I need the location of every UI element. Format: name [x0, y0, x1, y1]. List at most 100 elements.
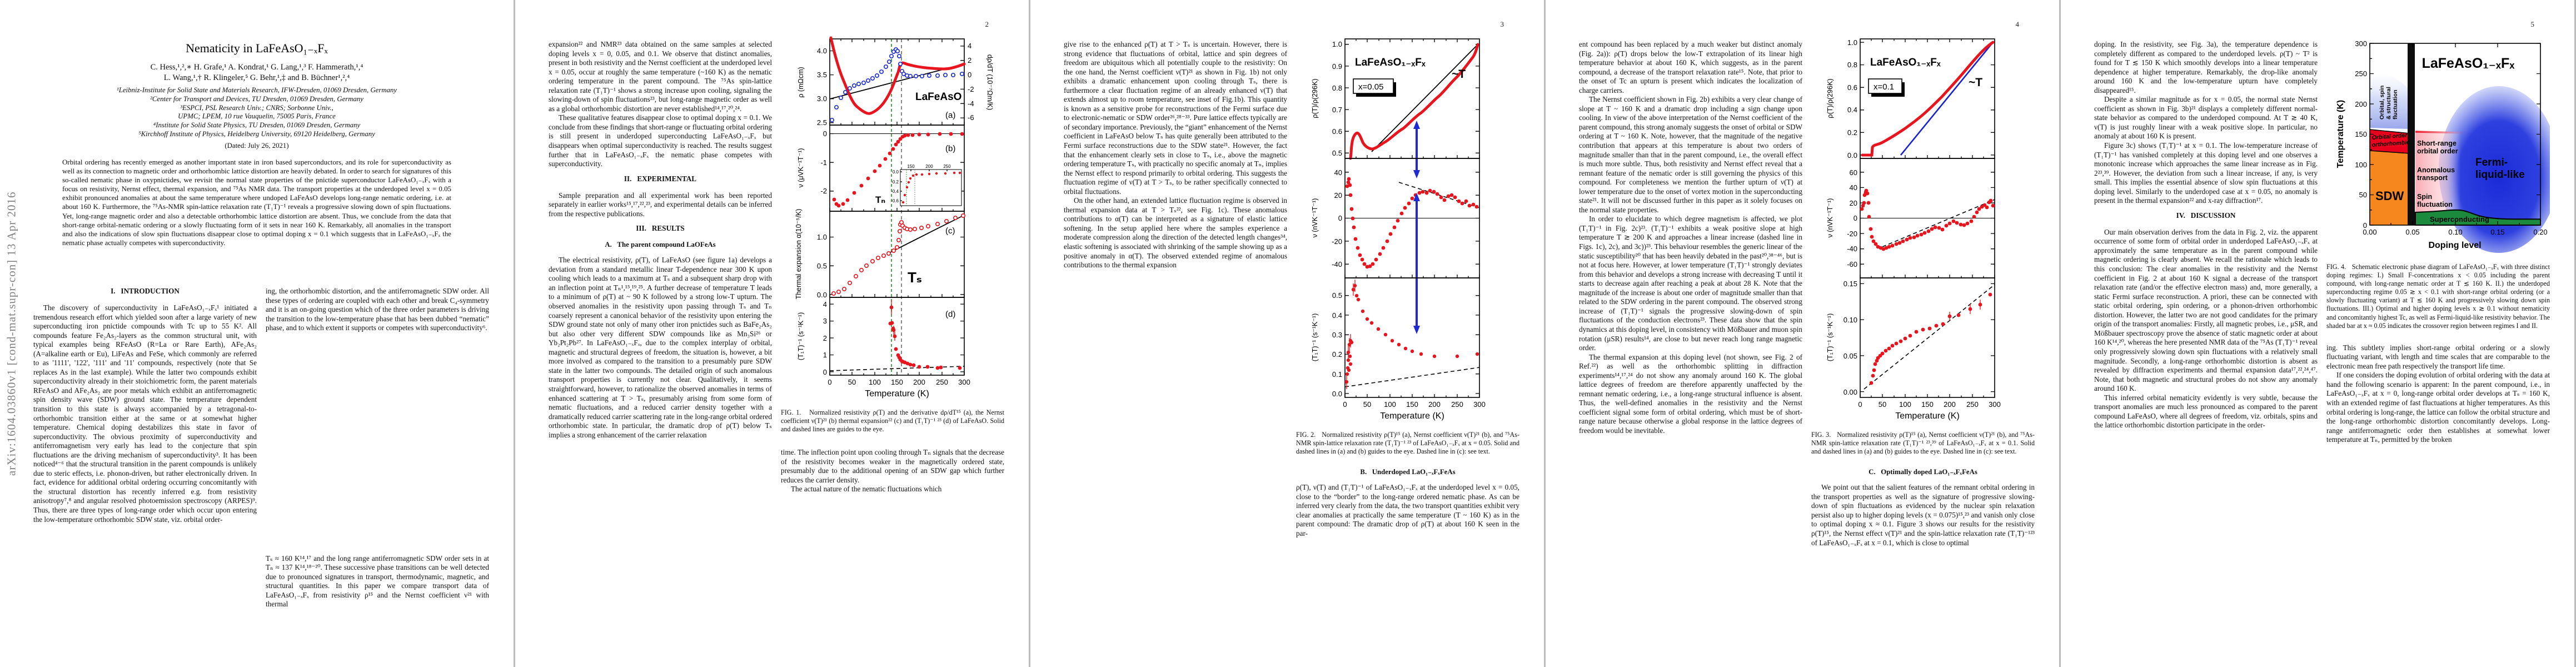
paragraph: The Nernst coefficient shown in Fig. 2b)… [1579, 95, 1802, 214]
svg-text:250: 250 [943, 164, 951, 169]
svg-text:0.0: 0.0 [817, 291, 827, 299]
svg-text:orthorhombic: orthorhombic [2371, 139, 2410, 148]
author-list: C. Hess,¹,²,∗ H. Grafe,¹ A. Kondrat,¹ G.… [0, 62, 514, 83]
svg-text:3.5: 3.5 [817, 71, 827, 79]
paragraph: time. The inflection point upon cooling … [781, 448, 1004, 484]
svg-text:liquid-like: liquid-like [2475, 169, 2525, 181]
fig3-c-dashed-guide [1864, 284, 1995, 390]
paragraph: The actual nature of the nematic fluctua… [791, 485, 942, 494]
paragraph: Sample preparation and all experimental … [549, 191, 772, 218]
fig4-region-fluctuation [2370, 73, 2409, 129]
fig4-short-range-label: Short-range orbital order [2417, 140, 2458, 155]
svg-text:-0.4: -0.4 [891, 189, 899, 194]
fig2-b-dashed-guide [1398, 182, 1480, 208]
paragraph: Figure 3c) shows (T₁T)⁻¹ at x = 0.1. The… [2094, 141, 2318, 205]
svg-text:100: 100 [1384, 400, 1396, 409]
svg-text:0.8: 0.8 [1332, 84, 1342, 92]
fig2-xlabel: Temperature (K) [1380, 411, 1444, 421]
fig1-xlabel: Temperature (K) [865, 389, 929, 399]
svg-text:-60: -60 [1847, 260, 1857, 268]
authors-line-1: C. Hess,¹,²,∗ H. Grafe,¹ A. Kondrat,¹ G.… [150, 63, 363, 72]
fig2-a-linear-guide [1371, 44, 1478, 152]
svg-text:-20: -20 [1332, 237, 1342, 246]
fig4-superconducting-label: Superconducting [2430, 215, 2489, 223]
fig4-title: LaFeAsO₁₋ₓFₓ [2422, 56, 2515, 71]
fig1-c-thermal-expansion-scatter [831, 213, 965, 296]
svg-text:50: 50 [2359, 191, 2367, 199]
fig4-region-orbital-order [2370, 130, 2410, 153]
svg-text:0.5: 0.5 [817, 262, 827, 270]
svg-text:0.6: 0.6 [1847, 83, 1857, 92]
subsection-heading-underdoped: B. Underdoped LaO₁₋ₓFₓFeAs [1360, 468, 1456, 476]
fig4-ylabel: Temperature (K) [2336, 100, 2345, 168]
svg-text:150: 150 [2355, 130, 2367, 138]
section-heading-discussion: IV. DISCUSSION [2176, 211, 2236, 220]
fig4-anomalous-transport-label: Anomalous transport [2417, 166, 2455, 182]
figure-3-x01-panels: 1.0 0.8 0.6 0.4 0.2 0.0 ρ(T)/ρ(296K) LaF… [1826, 38, 2001, 421]
svg-text:50: 50 [848, 378, 856, 386]
fig1-ts-label: Tₛ [908, 269, 922, 286]
page-5: 5 doping. In the resistivity, see Fig. 3… [2061, 0, 2574, 667]
svg-text:150: 150 [1921, 400, 1934, 409]
svg-text:150: 150 [907, 164, 915, 169]
svg-text:-0.2: -0.2 [891, 180, 899, 185]
fig1-b-inset: 150 200 250 0.0 -0.2 -0.4 -0.6 [891, 164, 962, 206]
fig1-b-ytick-labels: 0 -1 -2 [820, 130, 827, 195]
figure-4-phase-diagram: 300 250 200 150 100 50 0 0.00 0.05 0.10 … [2336, 39, 2550, 253]
svg-text:-6: -6 [968, 113, 974, 122]
figure-4-caption: FIG. 4. Schematic electronic phase diagr… [2326, 263, 2550, 330]
fig1-a-right-ytick-labels: 4 2 0 -2 -4 -6 [968, 42, 974, 122]
svg-text:60: 60 [1850, 168, 1857, 177]
svg-text:250: 250 [2355, 69, 2367, 78]
page-1: arXiv:1604.03860v1 [cond-mat.supr-con] 1… [0, 0, 514, 667]
fig2-a-resistivity-curve [1349, 43, 1479, 160]
page-4: 4 ent compound has been replaced by a mu… [1546, 0, 2059, 667]
svg-text:0: 0 [968, 71, 971, 79]
fig3-b-nernst-scatter [1860, 188, 1995, 251]
paragraph: These qualitative features disappear clo… [549, 113, 772, 168]
svg-text:transport: transport [2417, 174, 2448, 182]
fig3-c-ytick-labels: 0.15 0.10 0.05 0.00 [1843, 280, 1857, 396]
svg-text:0.5: 0.5 [1332, 149, 1342, 157]
svg-text:4: 4 [968, 42, 971, 50]
paragraph: On the other hand, an extended lattice f… [1064, 196, 1287, 270]
svg-text:3: 3 [823, 317, 827, 325]
affiliation: ⁵Kirchhoff Institute of Physics, Heidelb… [138, 130, 375, 138]
paper-title: Nematicity in LaFeAsO₁₋ₓFₓ [186, 41, 328, 55]
svg-text:0.9: 0.9 [1332, 62, 1342, 71]
svg-text:fluctuation: fluctuation [2417, 201, 2453, 208]
paragraph: Despite a similar magnitude as for x = 0… [2094, 95, 2318, 141]
figure-1-caption: FIG. 1. Normalized resistivity ρ(T) and … [781, 409, 1004, 434]
svg-text:0.05: 0.05 [1843, 352, 1857, 360]
fig2-c-dashed-guide [1344, 367, 1480, 387]
svg-text:1.0: 1.0 [1332, 40, 1342, 48]
affiliations: ¹Leibniz-Institute for Solid State and M… [0, 86, 514, 151]
fig2-blue-arrow-upper [1413, 121, 1420, 178]
fig4-crossover-bar [2408, 43, 2415, 225]
svg-text:50: 50 [1363, 400, 1371, 409]
svg-text:100: 100 [869, 378, 881, 386]
svg-text:40: 40 [1334, 168, 1342, 177]
svg-text:1.0: 1.0 [817, 233, 827, 241]
fig4-region-sdw [2370, 151, 2410, 225]
svg-text:250: 250 [1966, 400, 1979, 409]
fig3-b-ytick-labels: 60 40 20 0 -20 -40 -60 [1847, 168, 1857, 268]
svg-text:-1: -1 [820, 158, 827, 167]
paragraph: If one considers the doping evolution of… [2326, 371, 2550, 444]
svg-text:200: 200 [913, 378, 925, 386]
fig1-panel-b-label: (b) [945, 144, 955, 153]
fig2-T-linear-label: ~T [1452, 68, 1466, 81]
svg-text:0.20: 0.20 [2533, 228, 2547, 236]
affiliation: ¹Leibniz-Institute for Solid State and M… [116, 86, 397, 94]
fig2-b-nernst-scatter [1345, 177, 1479, 269]
fig4-fluctuation-label: Orbital, spin & structural fluctuation [2379, 86, 2399, 120]
svg-text:fluctuation: fluctuation [2392, 89, 2399, 120]
svg-text:0.0: 0.0 [893, 170, 899, 175]
svg-text:0.10: 0.10 [2448, 228, 2462, 236]
svg-text:2: 2 [823, 334, 827, 342]
fig1-compound-label: LaFeAsO [915, 91, 961, 103]
paragraph: The thermal expansion at this doping lev… [1579, 352, 1802, 435]
fig1-xtick-labels: 0 50 100 150 200 250 300 [828, 378, 970, 386]
svg-text:50: 50 [1879, 400, 1886, 409]
